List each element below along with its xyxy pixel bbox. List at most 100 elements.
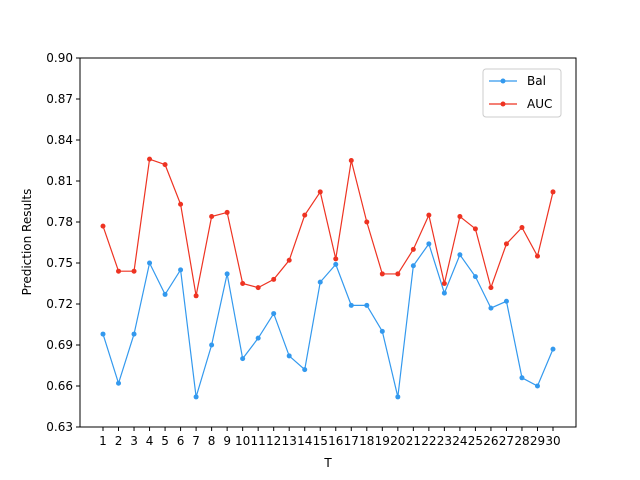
data-point-bal: [410, 263, 416, 269]
series-line-bal: [102, 242, 554, 398]
legend-label-bal: Bal: [527, 74, 546, 88]
x-tick-label: 1: [99, 434, 107, 448]
data-point-bal: [116, 380, 122, 386]
data-point-auc: [240, 281, 246, 286]
data-point-auc: [193, 293, 199, 299]
data-point-bal: [534, 383, 540, 389]
data-point-auc: [162, 162, 168, 168]
x-tick-label: 6: [177, 434, 185, 448]
x-tick-label: 3: [130, 434, 138, 448]
data-point-bal: [131, 331, 137, 337]
x-tick-label: 5: [161, 434, 169, 448]
data-point-bal: [209, 342, 215, 348]
data-point-bal: [100, 331, 106, 337]
data-point-bal: [503, 298, 509, 304]
data-point-bal: [550, 346, 556, 352]
x-tick-label: 8: [208, 434, 216, 448]
data-point-bal: [457, 252, 463, 258]
data-point-auc: [488, 285, 494, 291]
x-tick-label: 12: [266, 434, 281, 448]
data-point-bal: [472, 274, 478, 280]
data-point-bal: [348, 302, 354, 308]
data-point-bal: [193, 394, 199, 400]
data-point-auc: [271, 276, 277, 282]
data-point-auc: [395, 271, 401, 277]
data-point-auc: [472, 226, 478, 232]
plot-area: [80, 58, 576, 427]
series-bal: [100, 241, 556, 400]
y-tick-label: 0.72: [46, 297, 73, 311]
x-tick-label: 17: [344, 434, 359, 448]
x-tick-label: 10: [235, 434, 250, 448]
x-tick-label: 15: [313, 434, 328, 448]
x-tick-label: 30: [545, 434, 560, 448]
x-tick-label: 13: [282, 434, 297, 448]
data-point-bal: [178, 267, 184, 273]
data-point-bal: [147, 260, 153, 266]
legend-label-auc: AUC: [527, 97, 552, 111]
x-tick-label: 28: [514, 434, 529, 448]
x-tick-label: 25: [468, 434, 483, 448]
y-tick-label: 0.75: [46, 256, 73, 270]
x-tick-label: 18: [359, 434, 374, 448]
data-point-auc: [317, 189, 323, 195]
y-tick-label: 0.87: [46, 92, 73, 106]
x-tick-label: 22: [421, 434, 436, 448]
y-tick-label: 0.66: [46, 379, 73, 393]
data-point-auc: [503, 241, 509, 247]
data-point-bal: [519, 375, 525, 381]
data-point-auc: [131, 268, 137, 274]
data-point-bal: [426, 241, 432, 247]
y-tick-label: 0.69: [46, 338, 73, 352]
data-point-bal: [364, 302, 370, 308]
y-tick-label: 0.78: [46, 215, 73, 229]
data-point-auc: [519, 224, 525, 230]
data-point-auc: [333, 256, 339, 262]
x-tick-label: 23: [437, 434, 452, 448]
x-tick-label: 11: [251, 434, 266, 448]
x-tick-label: 26: [483, 434, 498, 448]
y-axis-label: Prediction Results: [20, 189, 34, 296]
x-tick-label: 19: [375, 434, 390, 448]
data-point-bal: [302, 367, 308, 373]
legend-marker-bal: [500, 78, 506, 84]
x-tick-label: 20: [390, 434, 405, 448]
data-point-bal: [317, 279, 323, 285]
x-tick-label: 7: [192, 434, 200, 448]
x-tick-label: 2: [115, 434, 123, 448]
plot-frame: [79, 57, 577, 428]
data-point-auc: [178, 201, 184, 207]
data-point-auc: [426, 212, 432, 218]
x-axis-label: T: [323, 456, 332, 470]
data-point-bal: [240, 356, 246, 362]
y-tick-label: 0.84: [46, 133, 73, 147]
legend: Bal AUC: [482, 68, 562, 118]
data-point-auc: [302, 212, 308, 218]
series-layer: [100, 156, 556, 400]
data-point-auc: [457, 214, 463, 220]
data-point-auc: [116, 268, 122, 274]
data-point-bal: [286, 353, 292, 359]
x-tick-label: 21: [406, 434, 421, 448]
x-axis-ticks: 1 2 3 4 5 6 7 8 9 10 11 12 13 14 15 16 17 18 19 20 21 22 23 24 2…: [99, 427, 561, 448]
data-point-bal: [488, 305, 494, 311]
x-tick-label: 9: [223, 434, 231, 448]
y-tick-label: 0.63: [46, 420, 73, 434]
x-tick-label: 4: [146, 434, 154, 448]
data-point-bal: [271, 311, 277, 317]
series-line-auc: [102, 158, 554, 296]
x-tick-label: 29: [530, 434, 545, 448]
data-point-bal: [333, 261, 339, 267]
legend-items: Bal AUC: [489, 74, 552, 111]
x-tick-label: 14: [297, 434, 312, 448]
data-point-auc: [100, 223, 106, 229]
data-point-auc: [534, 253, 540, 259]
y-tick-label: 0.90: [46, 51, 73, 65]
x-tick-label: 16: [328, 434, 343, 448]
y-tick-label: 0.81: [46, 174, 73, 188]
data-point-auc: [550, 189, 556, 195]
data-point-auc: [286, 257, 292, 263]
data-point-bal: [224, 271, 230, 277]
data-point-auc: [364, 219, 370, 225]
